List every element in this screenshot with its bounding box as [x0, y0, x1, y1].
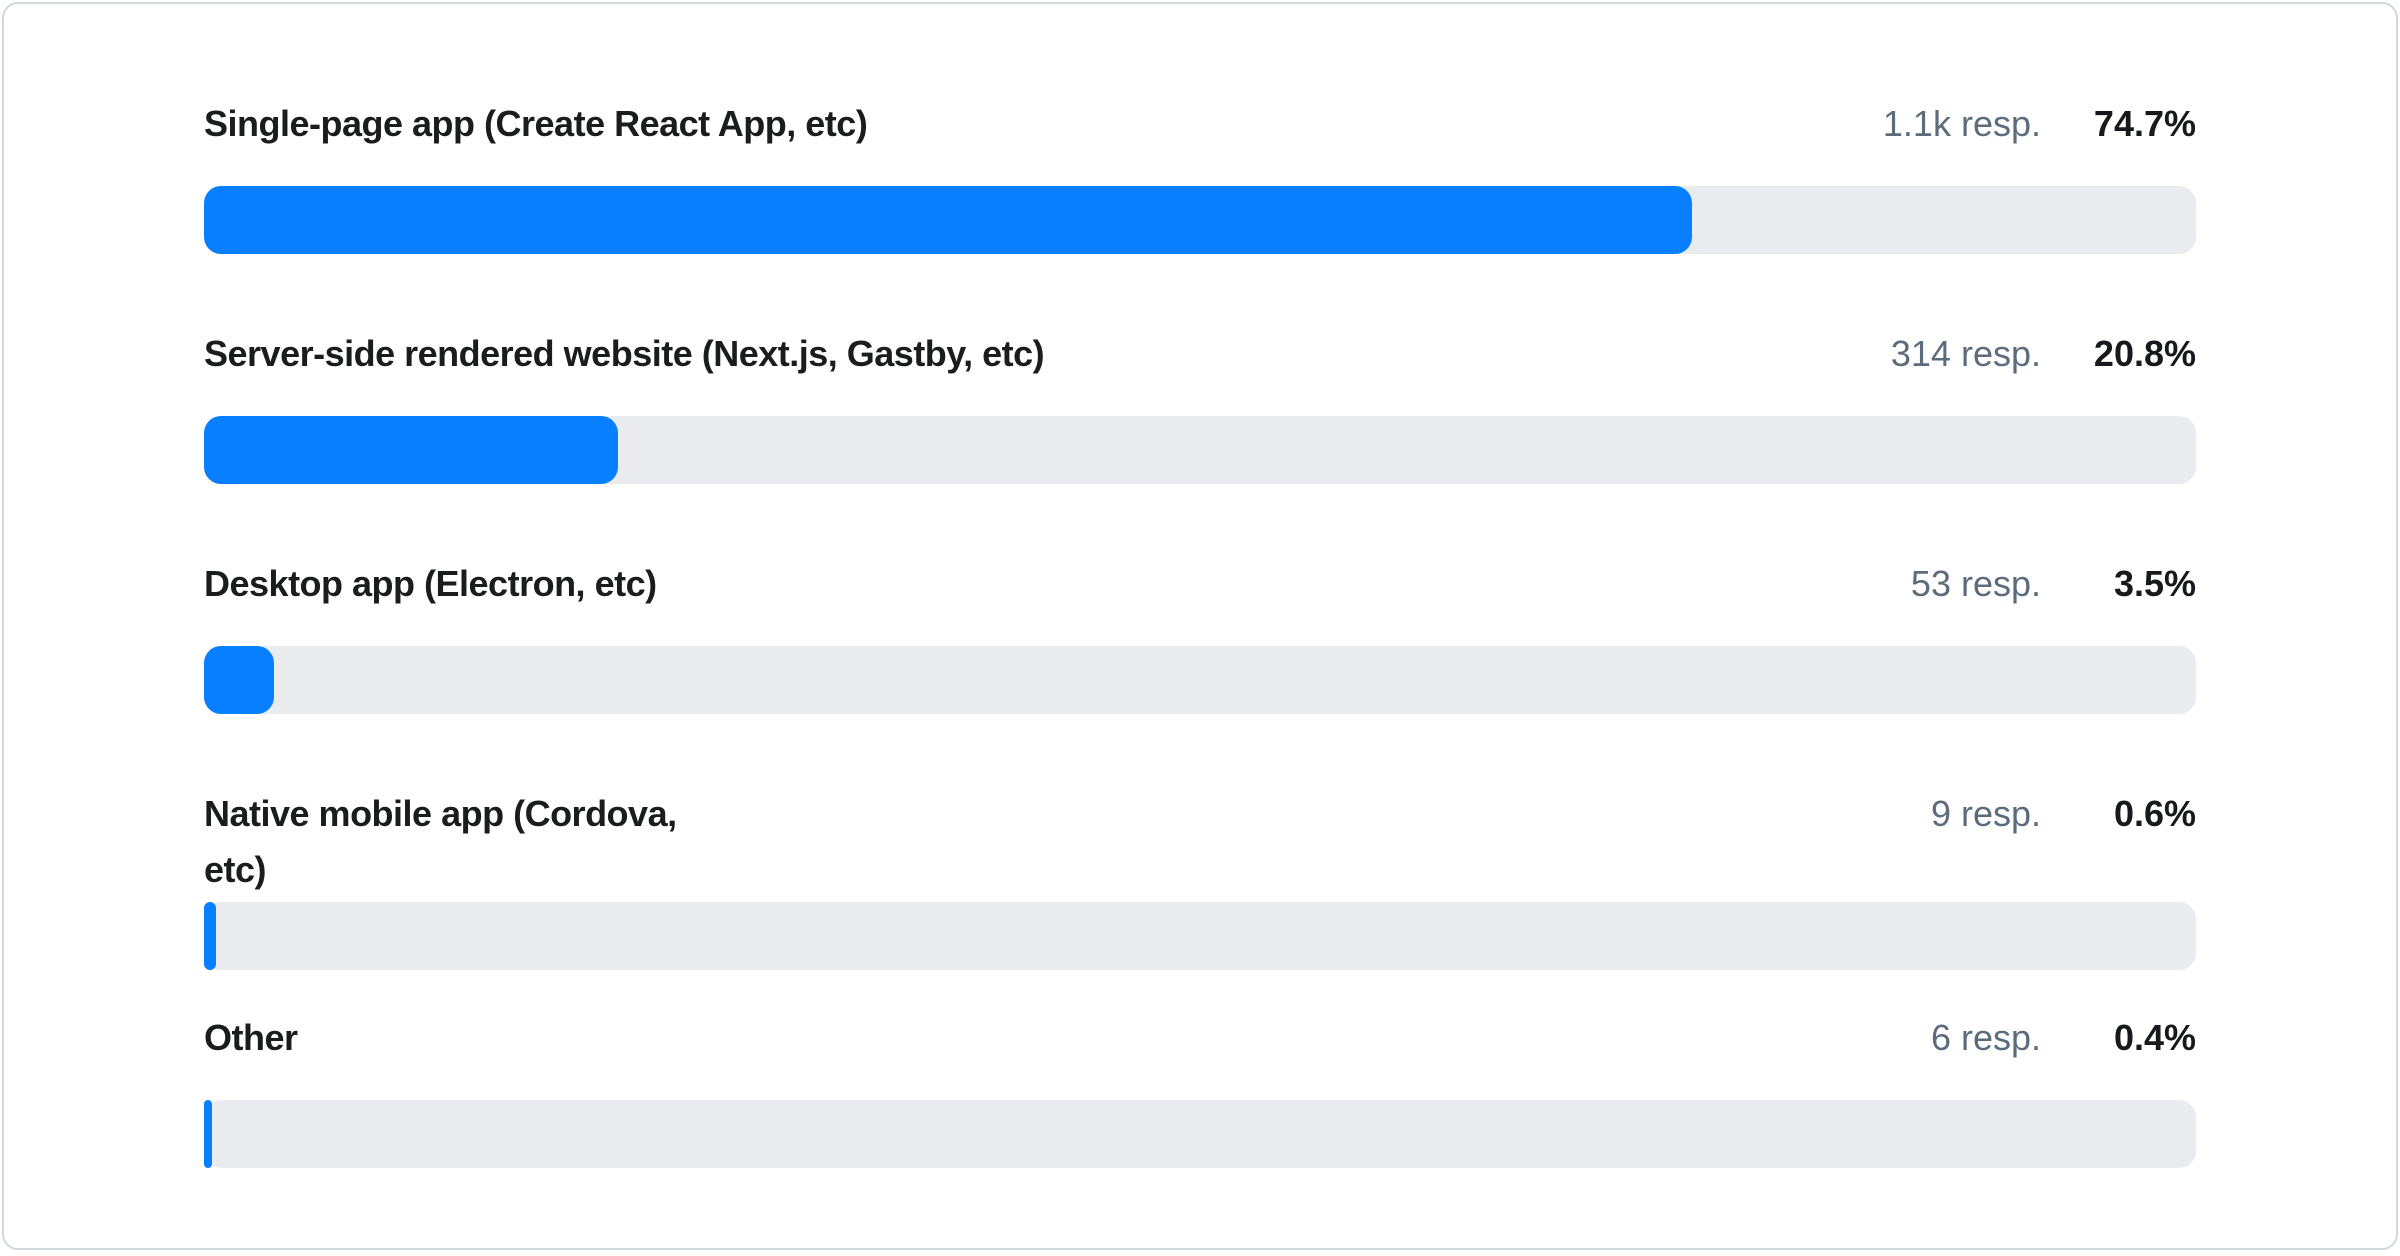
- response-count: 53 resp.: [1910, 563, 2041, 604]
- option-label: Other: [204, 1017, 298, 1058]
- survey-option-row-server-side-rendered: Server-side rendered website (Next.js, G…: [204, 326, 2196, 484]
- option-label: Native mobile app (Cordova, etc): [204, 793, 677, 890]
- bar-fill: [204, 646, 274, 714]
- response-count: 1.1k resp.: [1882, 103, 2041, 144]
- survey-option-row-single-page-app: Single-page app (Create React App, etc) …: [204, 96, 2196, 254]
- row-header: Native mobile app (Cordova, etc) 9 resp.…: [204, 786, 2196, 898]
- row-header: Server-side rendered website (Next.js, G…: [204, 326, 2196, 382]
- bar-track: [204, 416, 2196, 484]
- percent-value: 0.4%: [2113, 1017, 2196, 1058]
- bar-track: [204, 902, 2196, 970]
- response-count: 6 resp.: [1930, 1017, 2041, 1058]
- bar-track: [204, 186, 2196, 254]
- bar-fill: [204, 186, 1693, 254]
- option-label: Desktop app (Electron, etc): [204, 563, 657, 604]
- survey-option-row-desktop-app: Desktop app (Electron, etc) 53 resp. 3.5…: [204, 556, 2196, 714]
- bar-track: [204, 1100, 2196, 1168]
- response-count: 9 resp.: [1930, 793, 2041, 834]
- bar-fill: [204, 416, 619, 484]
- percent-value: 0.6%: [2113, 793, 2196, 834]
- survey-option-row-native-mobile-app: Native mobile app (Cordova, etc) 9 resp.…: [204, 786, 2196, 970]
- percent-value: 3.5%: [2113, 563, 2196, 604]
- percent-value: 74.7%: [2093, 103, 2196, 144]
- bar-fill: [204, 1100, 212, 1168]
- response-count: 314 resp.: [1890, 333, 2041, 374]
- option-label: Single-page app (Create React App, etc): [204, 103, 868, 144]
- row-header: Single-page app (Create React App, etc) …: [204, 96, 2196, 152]
- row-header: Other 6 resp. 0.4%: [204, 1010, 2196, 1066]
- row-header: Desktop app (Electron, etc) 53 resp. 3.5…: [204, 556, 2196, 612]
- bar-fill: [204, 902, 216, 970]
- survey-option-row-other: Other 6 resp. 0.4%: [204, 1010, 2196, 1168]
- bar-track: [204, 646, 2196, 714]
- percent-value: 20.8%: [2093, 333, 2196, 374]
- option-label: Server-side rendered website (Next.js, G…: [204, 333, 1045, 374]
